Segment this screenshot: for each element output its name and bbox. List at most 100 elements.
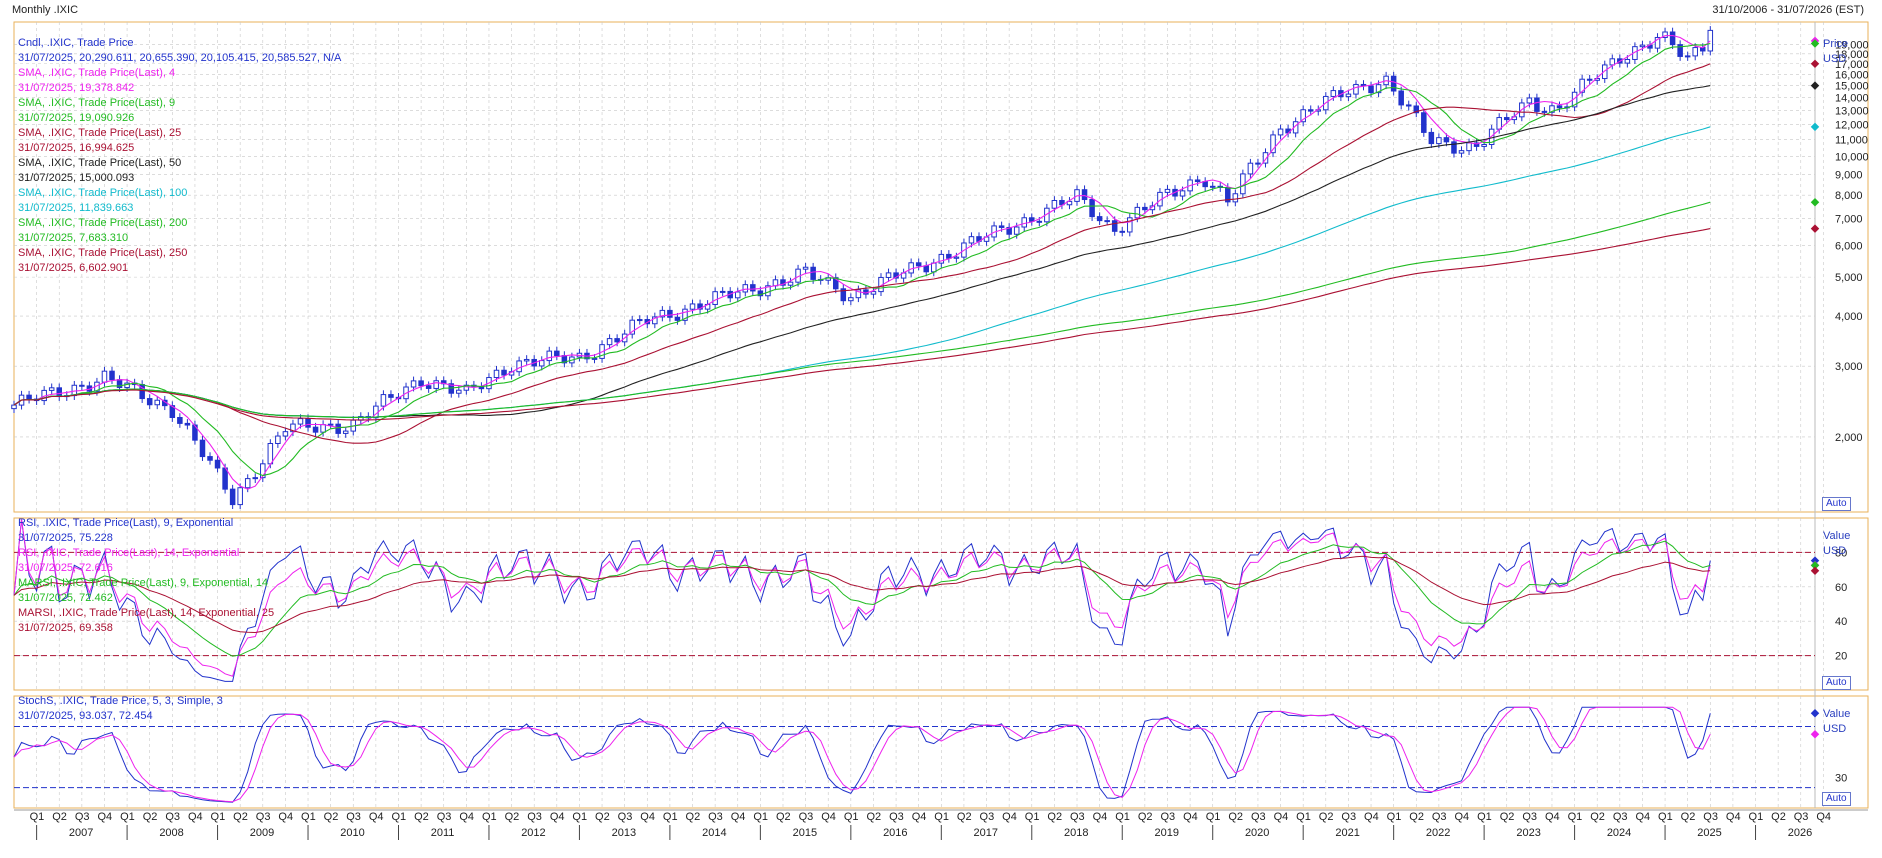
candle — [1421, 108, 1427, 137]
candle-body — [177, 417, 183, 424]
marsi-14-line — [13, 555, 1711, 634]
candle — [252, 473, 259, 484]
candle — [26, 390, 32, 404]
candle — [983, 232, 990, 246]
candle — [1579, 74, 1585, 97]
candle — [11, 400, 17, 414]
candle — [523, 355, 530, 366]
candle — [154, 395, 161, 410]
candle — [840, 284, 847, 306]
candle — [1029, 213, 1035, 226]
x-quarter-label: Q4 — [1183, 811, 1198, 823]
legend-entry: 31/07/2025, 93.037, 72.454 — [18, 710, 153, 722]
candle-body — [742, 284, 749, 293]
candle-body — [682, 308, 688, 321]
candle-body — [516, 360, 522, 373]
candle-body — [1443, 137, 1450, 143]
sma-9-line — [13, 42, 1711, 477]
x-year-label: 2021 — [1335, 827, 1359, 839]
last-value-marker — [1810, 561, 1820, 570]
last-value-marker — [1810, 197, 1820, 207]
candle — [312, 422, 319, 437]
candle-body — [614, 338, 620, 343]
x-quarter-label: Q3 — [1251, 811, 1266, 823]
candle — [1413, 101, 1420, 118]
candle-body — [915, 262, 922, 267]
x-year-label: 2017 — [974, 827, 998, 839]
legend-entry: SMA, .IXIC, Trade Price(Last), 250 — [18, 247, 188, 259]
x-quarter-label: Q1 — [1658, 811, 1673, 823]
candle — [1111, 216, 1118, 236]
x-quarter-label: Q4 — [459, 811, 474, 823]
x-quarter-label: Q4 — [550, 811, 565, 823]
candle — [184, 419, 191, 430]
candle — [689, 299, 696, 314]
stoch-auto-button[interactable]: Auto — [1822, 792, 1851, 806]
rsi-14-line — [13, 519, 1711, 677]
candle-body — [1579, 78, 1585, 93]
x-quarter-label: Q3 — [1522, 811, 1537, 823]
legend-entry: Cndl, .IXIC, Trade Price — [18, 37, 134, 49]
y-tick-label: 2,000 — [1835, 432, 1863, 444]
candle — [214, 455, 221, 473]
stoch-currency-label: USD — [1823, 723, 1847, 735]
candle — [893, 268, 899, 283]
candle — [1270, 130, 1276, 158]
legend-entry: RSI, .IXIC, Trade Price(Last), 14, Expon… — [18, 547, 240, 559]
candle — [207, 452, 213, 465]
candle-body — [1300, 109, 1306, 123]
x-quarter-label: Q3 — [527, 811, 542, 823]
candle-body — [953, 256, 960, 259]
x-quarter-label: Q3 — [437, 811, 452, 823]
candle-body — [388, 394, 394, 398]
candle — [1609, 54, 1616, 70]
candle — [1262, 148, 1269, 168]
candle-body — [1104, 220, 1110, 223]
legend-entry: 31/07/2025, 75.228 — [18, 532, 113, 544]
candle-body — [380, 394, 387, 407]
x-quarter-label: Q4 — [1635, 811, 1650, 823]
x-quarter-label: Q2 — [1681, 811, 1696, 823]
candle — [516, 356, 522, 377]
x-year-label: 2015 — [793, 827, 817, 839]
rsi-auto-button[interactable]: Auto — [1822, 676, 1851, 690]
price-legend: Cndl, .IXIC, Trade Price 31/07/2025, 20,2… — [18, 36, 341, 276]
candle — [900, 268, 907, 283]
candle — [931, 258, 937, 277]
candle-body — [667, 309, 673, 318]
candle — [1307, 105, 1314, 116]
price-auto-button[interactable]: Auto — [1822, 497, 1851, 511]
x-quarter-label: Q2 — [1138, 811, 1153, 823]
candle-body — [1413, 105, 1420, 114]
candle-body — [840, 288, 847, 302]
candle — [1202, 177, 1208, 192]
candle-body — [629, 319, 635, 335]
candle-body — [938, 253, 945, 264]
y-tick-label: 15,000 — [1835, 81, 1869, 93]
candle-body — [327, 423, 334, 426]
x-quarter-label: Q1 — [301, 811, 316, 823]
candle-body — [1029, 217, 1035, 222]
candle-body — [1549, 105, 1555, 113]
candle — [765, 281, 771, 301]
x-quarter-label: Q2 — [686, 811, 701, 823]
candle — [1096, 212, 1103, 226]
candle-body — [636, 319, 643, 322]
x-quarter-label: Q4 — [97, 811, 112, 823]
candle-body — [222, 467, 228, 490]
candle-body — [734, 291, 741, 299]
candle-body — [908, 262, 914, 274]
candle — [870, 287, 877, 299]
candle — [1451, 137, 1457, 158]
legend-entry: SMA, .IXIC, Trade Price(Last), 100 — [18, 187, 188, 199]
candle — [440, 376, 447, 389]
x-quarter-label: Q4 — [912, 811, 927, 823]
sma-200-line — [13, 201, 1711, 418]
x-quarter-label: Q2 — [505, 811, 520, 823]
x-quarter-label: Q2 — [233, 811, 248, 823]
candle — [915, 258, 922, 271]
candle-body — [787, 281, 794, 286]
candle — [1390, 71, 1397, 96]
candle-body — [546, 350, 553, 362]
